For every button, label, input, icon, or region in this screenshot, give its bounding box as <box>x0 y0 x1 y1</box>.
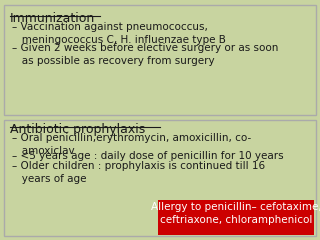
Text: – Vaccination against pneumococcus,
   meningococcus C, H. influenzae type B: – Vaccination against pneumococcus, meni… <box>12 22 226 45</box>
Text: Immunization: Immunization <box>10 12 95 25</box>
FancyBboxPatch shape <box>4 5 316 115</box>
Text: Allergy to penicillin– cefotaxime,
ceftriaxone, chloramphenicol: Allergy to penicillin– cefotaxime, ceftr… <box>151 202 320 225</box>
Text: – Older children : prophylaxis is continued till 16
   years of age: – Older children : prophylaxis is contin… <box>12 161 265 184</box>
Text: – Given 2 weeks before elective surgery or as soon
   as possible as recovery fr: – Given 2 weeks before elective surgery … <box>12 43 278 66</box>
Text: – Oral penicillin,erythromycin, amoxicillin, co-
   amoxiclav: – Oral penicillin,erythromycin, amoxicil… <box>12 133 251 156</box>
Text: – <5 years age : daily dose of penicillin for 10 years: – <5 years age : daily dose of penicilli… <box>12 151 284 161</box>
Text: Antibiotic prophylaxis: Antibiotic prophylaxis <box>10 123 145 136</box>
FancyBboxPatch shape <box>158 200 314 235</box>
FancyBboxPatch shape <box>4 120 316 236</box>
